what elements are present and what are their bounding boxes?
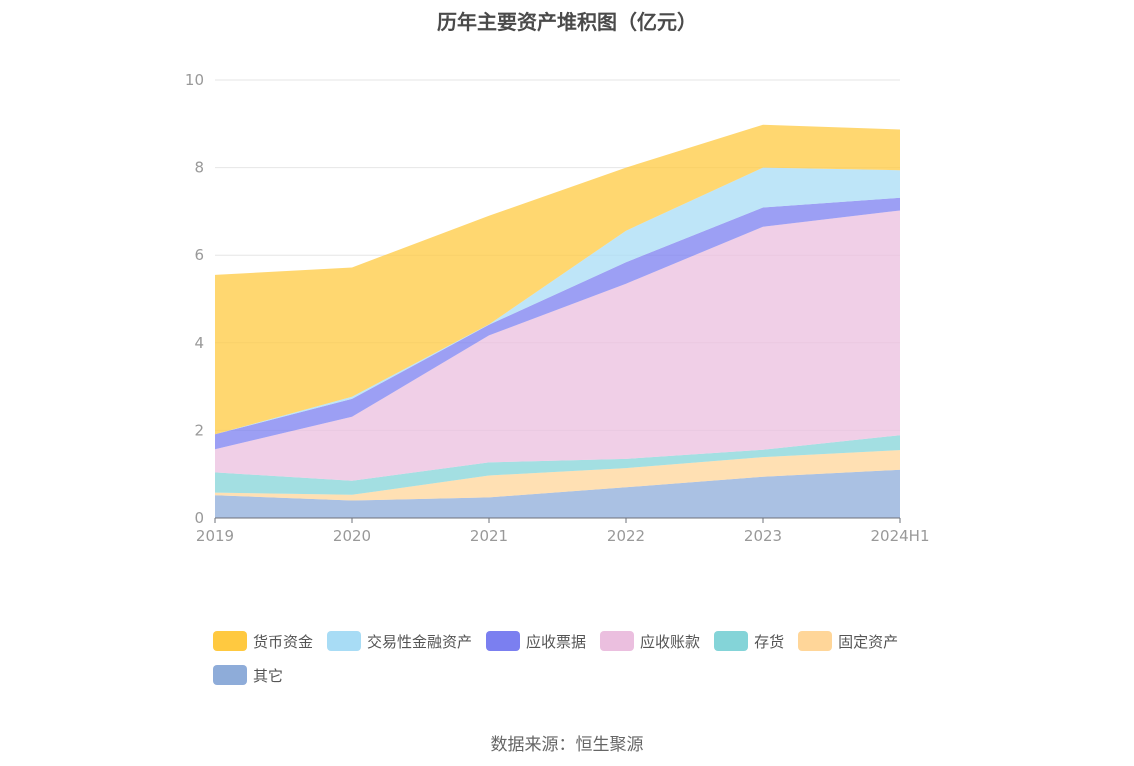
legend-label: 存货 [754,632,785,651]
x-tick-label: 2019 [196,527,234,545]
area-5[interactable] [215,167,900,435]
y-tick-label: 2 [194,421,204,439]
legend-label: 应收票据 [526,632,587,651]
legend-swatch [327,631,362,651]
area-3[interactable] [215,210,900,481]
y-tick-label: 6 [194,246,204,264]
area-series [215,124,900,518]
area-1[interactable] [215,450,900,501]
area-0[interactable] [215,469,900,518]
legend-item[interactable]: 应收账款 [600,630,700,652]
legend-swatch [213,631,247,651]
legend-label: 货币资金 [253,632,314,651]
x-tick-label: 2024H1 [871,527,930,545]
legend-label: 固定资产 [838,632,899,651]
y-tick-label: 0 [194,509,204,527]
axes: 0 2 4 6 8 10 2019 2020 2021 2022 2023 2024H1 [185,71,930,545]
legend-swatch [714,631,749,651]
legend-label: 交易性金融资产 [367,632,473,651]
legend-swatch [600,631,635,651]
area-2[interactable] [215,435,900,495]
legend-item[interactable]: 货币资金 [213,630,313,652]
legend-label: 其它 [253,666,284,685]
legend-swatch [486,631,521,651]
x-tick-label: 2021 [470,527,508,545]
chart-title: 历年主要资产堆积图（亿元） [437,10,697,34]
legend-item[interactable]: 应收票据 [486,630,586,652]
x-tick-label: 2022 [607,527,645,545]
x-tick-label: 2023 [744,527,782,545]
x-tick-label: 2020 [333,527,371,545]
y-tick-label: 10 [185,71,204,89]
area-4[interactable] [215,197,900,450]
legend-item[interactable]: 其它 [213,664,283,686]
area-6[interactable] [215,124,900,435]
legend-item[interactable]: 存货 [714,630,784,652]
legend-swatch [798,631,833,651]
stacked-area-chart: 0 2 4 6 8 10 2019 2020 2021 2022 2023 2024H1 [185,71,930,545]
data-source: 数据来源：恒生聚源 [490,735,644,755]
y-tick-label: 8 [194,159,204,177]
legend-swatch [213,665,247,685]
legend-item[interactable]: 交易性金融资产 [327,630,472,652]
legend-item[interactable]: 固定资产 [798,630,898,652]
legend-label: 应收账款 [640,632,701,651]
y-tick-label: 4 [194,334,204,352]
legend: 货币资金 交易性金融资产 应收票据 应收账款 存货 固定资产其它 [213,630,953,686]
